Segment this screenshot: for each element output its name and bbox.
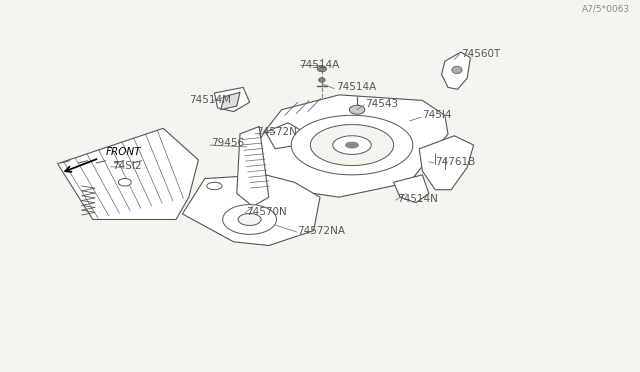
Polygon shape [58,128,198,219]
Polygon shape [349,105,365,114]
Polygon shape [250,95,448,197]
Text: 74514A: 74514A [300,60,340,70]
Text: 74560T: 74560T [461,49,500,59]
Text: 745I4: 745I4 [422,110,452,120]
Text: 74761B: 74761B [435,157,476,167]
Text: 74543: 74543 [365,99,398,109]
Polygon shape [419,136,474,190]
Polygon shape [394,175,429,203]
Polygon shape [317,66,326,72]
Polygon shape [452,66,462,74]
Text: FRONT: FRONT [106,147,141,157]
Text: 74514M: 74514M [189,96,231,105]
Text: 74572N: 74572N [256,127,297,137]
Polygon shape [291,115,413,175]
Text: 79456: 79456 [211,138,244,148]
Polygon shape [266,123,307,149]
Polygon shape [333,136,371,154]
Text: A7/5*0063: A7/5*0063 [582,4,630,13]
Polygon shape [442,52,470,89]
Text: 74514A: 74514A [336,83,376,92]
Polygon shape [221,92,240,110]
Text: 74514N: 74514N [397,194,438,204]
Polygon shape [214,87,250,112]
Polygon shape [310,125,394,166]
Polygon shape [238,214,261,225]
Polygon shape [118,179,131,186]
Polygon shape [207,182,222,190]
Text: 74570N: 74570N [246,207,287,217]
Polygon shape [237,126,269,206]
Polygon shape [319,78,325,82]
Text: 74SI2: 74SI2 [112,161,141,170]
Polygon shape [223,205,276,234]
Polygon shape [346,142,358,148]
Polygon shape [182,175,320,246]
Text: 74572NA: 74572NA [298,226,346,235]
